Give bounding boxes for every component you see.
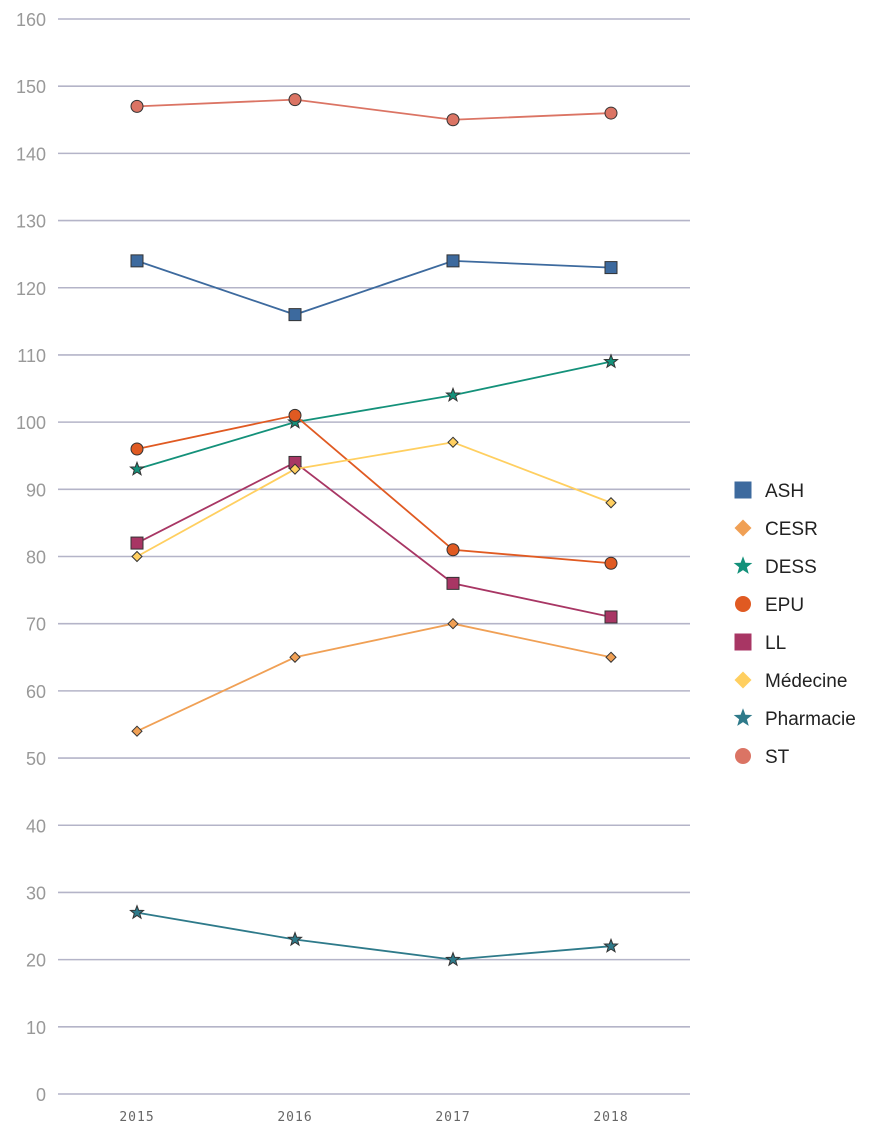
data-point-epu-2018[interactable] xyxy=(604,556,618,570)
series-m-decine xyxy=(131,436,617,563)
legend-swatch-pharmacie[interactable] xyxy=(733,708,753,726)
legend-swatch-m-decine[interactable] xyxy=(734,671,752,689)
data-point-dess-2018[interactable] xyxy=(603,353,619,369)
x-tick-label: 2017 xyxy=(435,1110,470,1123)
series-line-st xyxy=(136,98,612,121)
legend[interactable]: ASH CESR DESS EPU LL Médecine Pharmacie ST xyxy=(733,481,856,768)
data-point-pharmacie-2017[interactable] xyxy=(445,951,461,967)
y-tick-label: 40 xyxy=(26,816,46,836)
legend-item-epu[interactable]: EPU xyxy=(735,595,804,616)
y-tick-label: 140 xyxy=(16,144,46,164)
legend-swatch-cesr[interactable] xyxy=(734,519,752,537)
data-point-cesr-2018[interactable] xyxy=(605,651,617,663)
legend-swatch-ash[interactable] xyxy=(734,481,752,499)
legend-item-ll[interactable]: LL xyxy=(734,633,787,654)
x-tick-label: 2018 xyxy=(593,1110,628,1123)
y-axis-ticks: 0 10 20 30 40 50 60 70 80 90 100 110 120 130 140 150 160 xyxy=(16,10,46,1105)
data-point-epu-2016[interactable] xyxy=(288,408,302,422)
x-axis-ticks: 2015 2016 2017 2018 xyxy=(119,1110,628,1123)
y-tick-label: 90 xyxy=(26,480,46,500)
series-st xyxy=(130,93,618,127)
y-tick-label: 0 xyxy=(36,1085,46,1105)
data-point-m-decine-2018[interactable] xyxy=(605,497,617,509)
legend-label-epu: EPU xyxy=(765,595,804,616)
data-point-ll-2018[interactable] xyxy=(604,610,618,624)
legend-swatch-dess[interactable] xyxy=(733,556,753,574)
legend-item-ash[interactable]: ASH xyxy=(734,481,805,502)
legend-item-pharmacie[interactable]: Pharmacie xyxy=(733,708,856,730)
y-tick-label: 10 xyxy=(26,1018,46,1038)
series-line-dess xyxy=(136,360,612,471)
y-tick-label: 160 xyxy=(16,10,46,30)
y-tick-label: 120 xyxy=(16,279,46,299)
grid-lines xyxy=(58,18,690,1095)
data-point-pharmacie-2015[interactable] xyxy=(129,904,145,920)
y-tick-label: 100 xyxy=(16,413,46,433)
legend-label-dess: DESS xyxy=(765,557,817,578)
data-point-cesr-2015[interactable] xyxy=(131,725,143,737)
data-point-ash-2016[interactable] xyxy=(288,308,302,322)
data-point-ash-2018[interactable] xyxy=(604,261,618,275)
data-point-pharmacie-2016[interactable] xyxy=(287,931,303,947)
data-point-epu-2017[interactable] xyxy=(446,543,460,557)
y-tick-label: 50 xyxy=(26,749,46,769)
series-line-ash xyxy=(136,259,612,316)
legend-item-dess[interactable]: DESS xyxy=(733,556,817,578)
data-point-pharmacie-2018[interactable] xyxy=(603,937,619,953)
legend-item-st[interactable]: ST xyxy=(735,747,790,768)
data-point-st-2018[interactable] xyxy=(604,106,618,120)
series-line-cesr xyxy=(136,622,612,733)
series-line-pharmacie xyxy=(136,911,612,961)
y-tick-label: 110 xyxy=(17,346,46,366)
series-ll xyxy=(130,455,618,624)
x-tick-label: 2016 xyxy=(277,1110,312,1123)
data-point-ash-2017[interactable] xyxy=(446,254,460,268)
legend-swatch-st[interactable] xyxy=(735,748,751,764)
series-line-m-decine xyxy=(136,441,612,558)
y-tick-label: 130 xyxy=(16,212,46,232)
y-tick-label: 80 xyxy=(26,548,46,568)
data-point-ll-2015[interactable] xyxy=(130,536,144,550)
series-pharmacie xyxy=(129,904,619,967)
y-tick-label: 70 xyxy=(26,615,46,635)
y-tick-label: 30 xyxy=(26,883,46,903)
data-point-m-decine-2017[interactable] xyxy=(447,436,459,448)
legend-swatch-ll[interactable] xyxy=(734,633,752,651)
series-epu xyxy=(130,408,618,570)
x-tick-label: 2015 xyxy=(119,1110,154,1123)
data-point-dess-2015[interactable] xyxy=(129,460,145,476)
series-cesr xyxy=(131,617,617,737)
data-point-ash-2015[interactable] xyxy=(130,254,144,268)
series-line-epu xyxy=(136,414,612,565)
series-dess xyxy=(129,353,619,476)
legend-label-st: ST xyxy=(765,747,790,768)
legend-label-pharmacie: Pharmacie xyxy=(765,709,856,730)
series-line-ll xyxy=(136,461,612,618)
data-point-m-decine-2015[interactable] xyxy=(131,550,143,563)
data-point-st-2017[interactable] xyxy=(446,113,460,127)
data-point-dess-2017[interactable] xyxy=(445,386,461,402)
data-point-m-decine-2016[interactable] xyxy=(289,463,301,475)
data-point-st-2015[interactable] xyxy=(130,99,144,113)
series-ash xyxy=(130,254,618,322)
series-group xyxy=(129,93,619,967)
y-tick-label: 60 xyxy=(26,682,46,702)
legend-label-m-decine: Médecine xyxy=(765,671,847,692)
data-point-cesr-2016[interactable] xyxy=(289,651,301,663)
data-point-cesr-2017[interactable] xyxy=(447,617,459,630)
legend-label-ash: ASH xyxy=(765,481,804,502)
y-tick-label: 20 xyxy=(26,951,46,971)
data-point-st-2016[interactable] xyxy=(288,93,302,107)
legend-label-ll: LL xyxy=(765,633,786,654)
legend-item-m-decine[interactable]: Médecine xyxy=(734,671,848,692)
y-tick-label: 150 xyxy=(16,77,46,97)
data-point-epu-2015[interactable] xyxy=(130,442,144,456)
data-point-ll-2017[interactable] xyxy=(446,576,460,590)
legend-item-cesr[interactable]: CESR xyxy=(734,519,818,540)
legend-label-cesr: CESR xyxy=(765,519,818,540)
legend-swatch-epu[interactable] xyxy=(735,596,751,612)
